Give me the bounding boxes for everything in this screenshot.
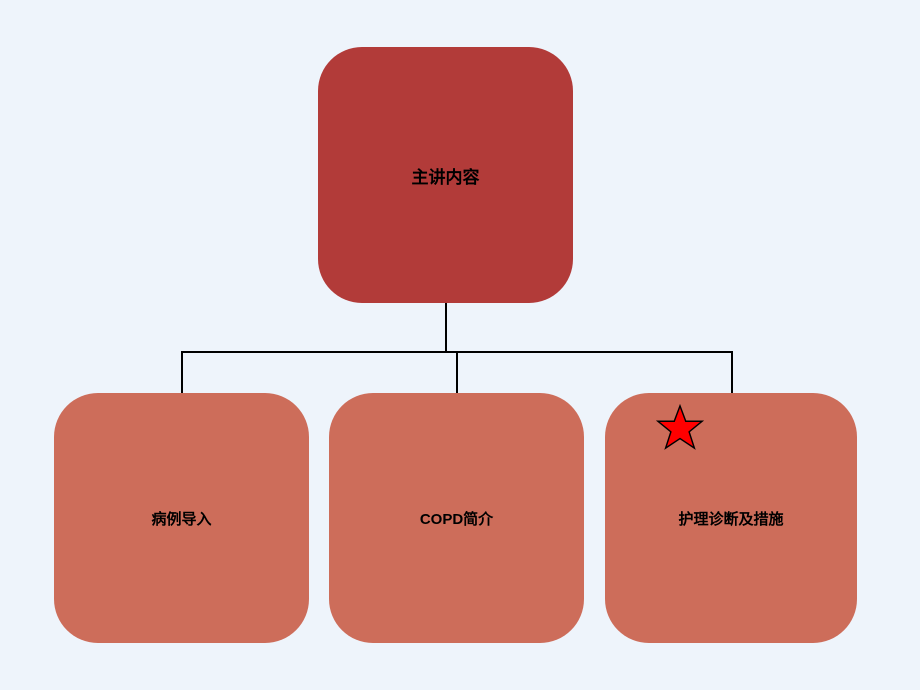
root-node-label: 主讲内容 — [412, 163, 480, 188]
diagram-canvas: 主讲内容 病例导入 COPD简介 护理诊断及措施 — [0, 0, 920, 690]
root-node: 主讲内容 — [318, 47, 573, 303]
child-node-1: 病例导入 — [54, 393, 309, 643]
child-node-3: 护理诊断及措施 — [605, 393, 857, 643]
child-node-2: COPD简介 — [329, 393, 584, 643]
connector-drop-2 — [456, 353, 458, 393]
child-node-3-label: 护理诊断及措施 — [678, 508, 783, 529]
star-icon — [656, 404, 704, 452]
child-node-1-label: 病例导入 — [151, 508, 211, 529]
child-node-2-label: COPD简介 — [420, 508, 493, 529]
connector-drop-3 — [731, 353, 733, 393]
connector-trunk — [445, 303, 447, 351]
connector-drop-1 — [181, 353, 183, 393]
